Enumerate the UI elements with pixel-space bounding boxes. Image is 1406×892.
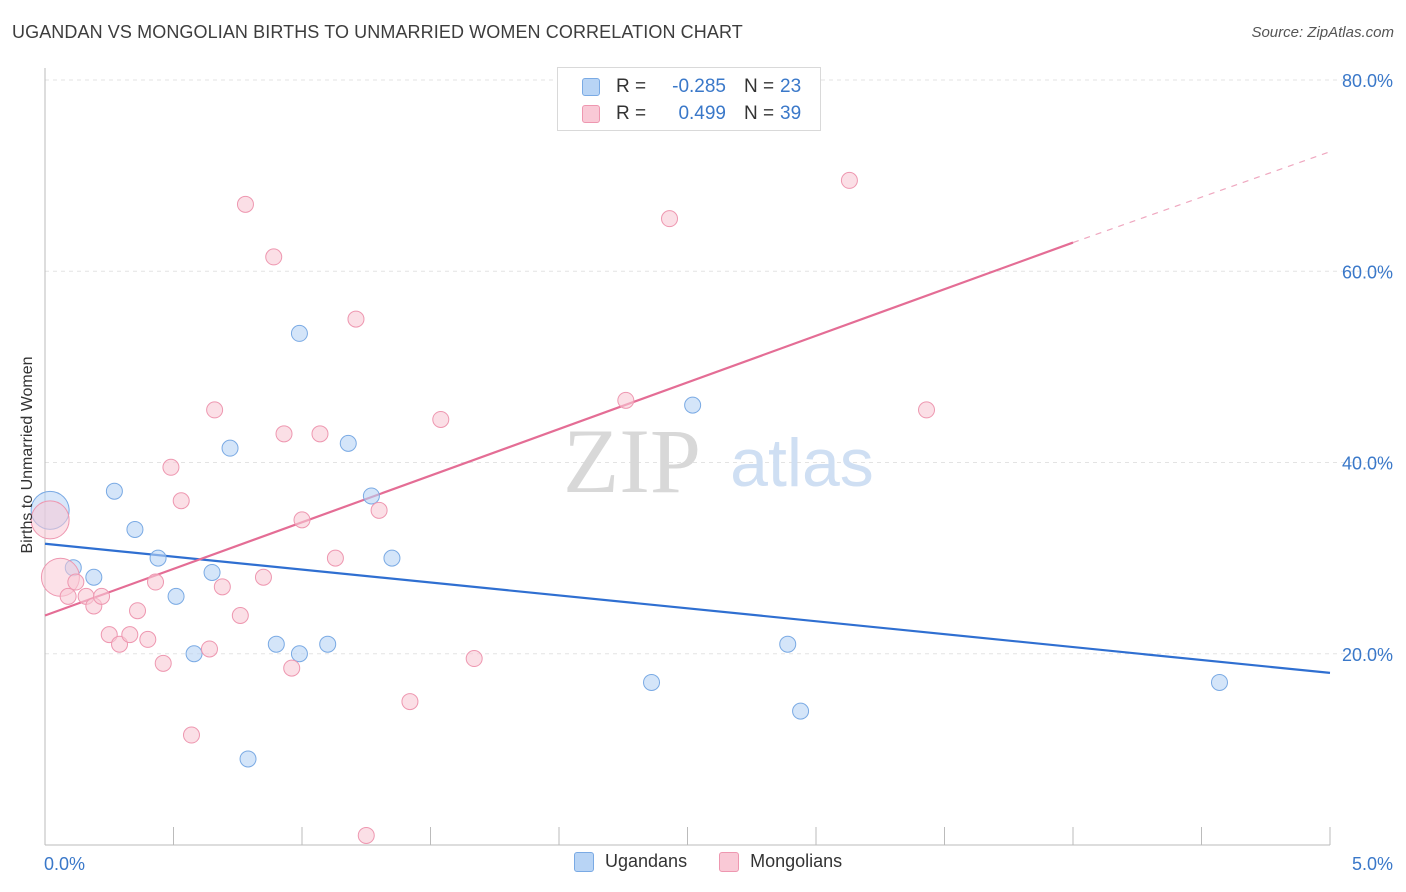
axes <box>44 68 1331 846</box>
series-legend-ugandans[interactable]: Ugandans <box>574 851 687 872</box>
ugandans-point <box>203 563 221 581</box>
y-tick-label: 80.0% <box>1342 71 1393 91</box>
data-points <box>30 171 1228 844</box>
y-tick-label: 60.0% <box>1342 262 1393 282</box>
legend-row-mongolians: R = 0.499 N = 39 <box>582 101 801 127</box>
ugandans-point <box>149 549 167 567</box>
mongolians-point <box>265 248 283 266</box>
ugandans-point <box>126 520 144 538</box>
legend-row-ugandans: R = -0.285 N = 23 <box>582 74 801 100</box>
legend-n-label: N = <box>744 76 775 97</box>
series-legend: Ugandans Mongolians <box>574 851 874 872</box>
mongolians-point <box>200 640 218 658</box>
ugandans-point <box>383 549 401 567</box>
mongolians-point <box>254 568 272 586</box>
ugandans-point <box>85 568 103 586</box>
ugandans-point <box>1210 673 1228 691</box>
y-tick-label: 40.0% <box>1342 454 1393 474</box>
mongolians-point <box>840 171 858 189</box>
legend-n-value: 23 <box>780 76 802 97</box>
ugandans-point <box>267 635 285 653</box>
mongolians-point <box>347 310 365 328</box>
ugandans-point <box>643 673 661 691</box>
ugandans-point <box>239 750 257 768</box>
ugandans-point <box>362 487 380 505</box>
series-legend-mongolians[interactable]: Mongolians <box>719 851 842 872</box>
ugandans-point <box>792 702 810 720</box>
ugandans-point <box>339 434 357 452</box>
legend-swatch-mongolians <box>582 105 600 123</box>
mongolians-point <box>147 573 165 591</box>
mongolians-point <box>121 626 139 644</box>
watermark: ZIP atlas <box>563 410 874 512</box>
ugandans-point <box>185 645 203 663</box>
legend-swatch-ugandans <box>582 78 600 96</box>
ugandans-point <box>167 587 185 605</box>
correlation-legend: R = -0.285 N = 23 R = 0.499 N = 39 <box>557 67 821 131</box>
legend-n-value: 39 <box>780 103 802 124</box>
mongolians-point <box>162 458 180 476</box>
ugandans-point <box>290 645 308 663</box>
legend-r-value: 0.499 <box>678 103 726 124</box>
mongolians-trend-extension <box>1072 151 1331 244</box>
x-tick-label: 0.0% <box>44 854 85 874</box>
series-legend-label: Mongolians <box>750 851 843 871</box>
mongolians-point <box>617 391 635 409</box>
chart-title: UGANDAN VS MONGOLIAN BIRTHS TO UNMARRIED… <box>12 22 743 42</box>
mongolians-point <box>283 659 301 677</box>
mongolians-point <box>30 500 70 540</box>
watermark-zip: ZIP <box>563 410 701 512</box>
mongolians-point <box>206 401 224 419</box>
series-legend-label: Ugandans <box>605 851 688 871</box>
mongolians-point <box>401 693 419 711</box>
legend-r-value: -0.285 <box>672 76 726 97</box>
mongolians-point <box>326 549 344 567</box>
ugandans-point <box>319 635 337 653</box>
y-tick-label: 20.0% <box>1342 645 1393 665</box>
mongolians-point <box>139 630 157 648</box>
ugandans-point <box>105 482 123 500</box>
y-axis-label: Births to Unmarried Women <box>19 356 36 554</box>
ugandans-point <box>779 635 797 653</box>
x-tick-label: 5.0% <box>1352 854 1393 874</box>
ugandans-point <box>221 439 239 457</box>
grid-lines <box>45 79 1392 655</box>
ugandans-point <box>290 324 308 342</box>
legend-r-label: R = <box>616 76 647 97</box>
mongolians-point <box>213 578 231 596</box>
source-note: Source: ZipAtlas.com <box>1251 24 1394 41</box>
mongolians-point <box>311 425 329 443</box>
legend-n-label: N = <box>744 103 775 124</box>
mongolians-point <box>93 587 111 605</box>
mongolians-point <box>182 726 200 744</box>
mongolians-point <box>129 602 147 620</box>
ugandans-point <box>684 396 702 414</box>
mongolians-point <box>67 573 85 591</box>
mongolians-point <box>231 607 249 624</box>
mongolians-point <box>172 492 190 510</box>
mongolians-point <box>236 195 254 213</box>
mongolians-point <box>918 401 936 419</box>
mongolians-point <box>432 410 450 428</box>
mongolians-point <box>154 654 172 672</box>
legend-r-label: R = <box>616 103 647 124</box>
mongolians-point <box>465 650 483 668</box>
tick-labels: 20.0% 40.0% 60.0% 80.0% 0.0% 5.0% <box>44 71 1393 874</box>
mongolians-point <box>275 425 293 443</box>
ugandans-trend-line <box>44 542 1331 674</box>
mongolians-point <box>59 587 77 605</box>
legend-swatch-ugandans <box>574 851 594 872</box>
trend-lines <box>44 151 1331 674</box>
mongolians-point <box>357 826 375 844</box>
mongolians-trend-line <box>44 241 1074 617</box>
mongolians-point <box>370 501 388 519</box>
legend-swatch-mongolians <box>719 851 740 872</box>
mongolians-point <box>661 210 679 228</box>
mongolians-point <box>293 511 311 529</box>
watermark-atlas: atlas <box>730 425 874 501</box>
